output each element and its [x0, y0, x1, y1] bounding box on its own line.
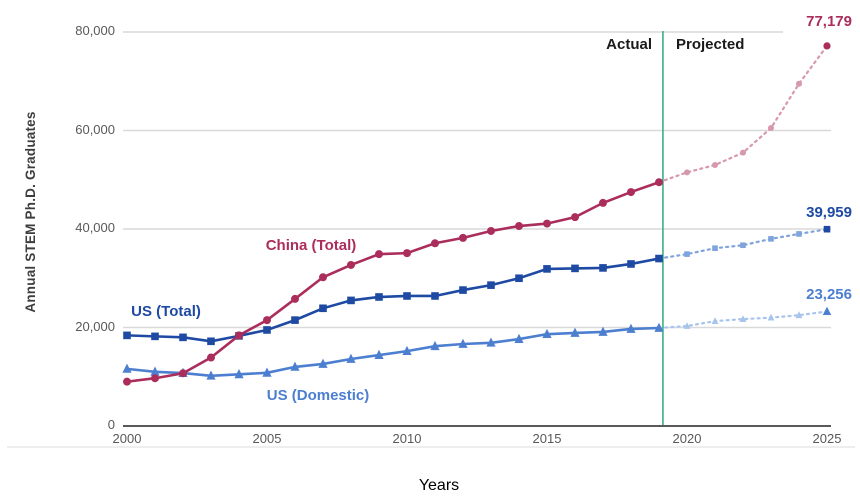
- series-label-us-domestic: US (Domestic): [266, 387, 370, 404]
- end-value-china-total: 77,179: [806, 13, 852, 30]
- series-label-china-total: China (Total): [265, 237, 357, 254]
- x-tick-label: 2010: [392, 431, 422, 446]
- y-tick-label: 0: [107, 417, 115, 432]
- projected-region-label: Projected: [676, 36, 745, 53]
- y-tick-label: 20,000: [75, 318, 115, 334]
- end-value-us-domestic: 23,256: [806, 286, 852, 303]
- y-axis-title: Annual STEM Ph.D. Graduates: [23, 111, 38, 313]
- x-tick-label: 2020: [672, 431, 702, 446]
- y-tick-label: 60,000: [75, 121, 115, 137]
- actual-region-label: Actual: [606, 36, 652, 53]
- x-tick-label: 2025: [812, 431, 842, 446]
- end-value-us-total: 39,959: [806, 204, 852, 221]
- x-tick-label: 2000: [112, 431, 142, 446]
- series-label-us-total: US (Total): [131, 303, 201, 320]
- x-tick-label: 2015: [532, 431, 562, 446]
- x-axis-title: Years: [418, 477, 460, 494]
- y-tick-label: 80,000: [75, 23, 115, 38]
- x-tick-label: 2005: [252, 431, 282, 446]
- y-tick-label: 40,000: [75, 220, 115, 235]
